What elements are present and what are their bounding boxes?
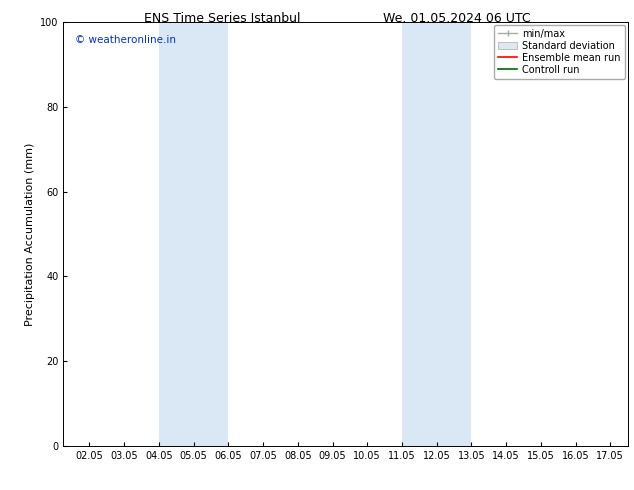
Bar (159, 22, 228, 446)
Text: We. 01.05.2024 06 UTC: We. 01.05.2024 06 UTC (383, 12, 530, 25)
Text: ENS Time Series Istanbul: ENS Time Series Istanbul (144, 12, 300, 25)
Bar (402, 22, 472, 446)
Legend: min/max, Standard deviation, Ensemble mean run, Controll run: min/max, Standard deviation, Ensemble me… (494, 25, 624, 78)
Y-axis label: Precipitation Accumulation (mm): Precipitation Accumulation (mm) (25, 142, 35, 326)
Text: © weatheronline.in: © weatheronline.in (75, 35, 176, 45)
